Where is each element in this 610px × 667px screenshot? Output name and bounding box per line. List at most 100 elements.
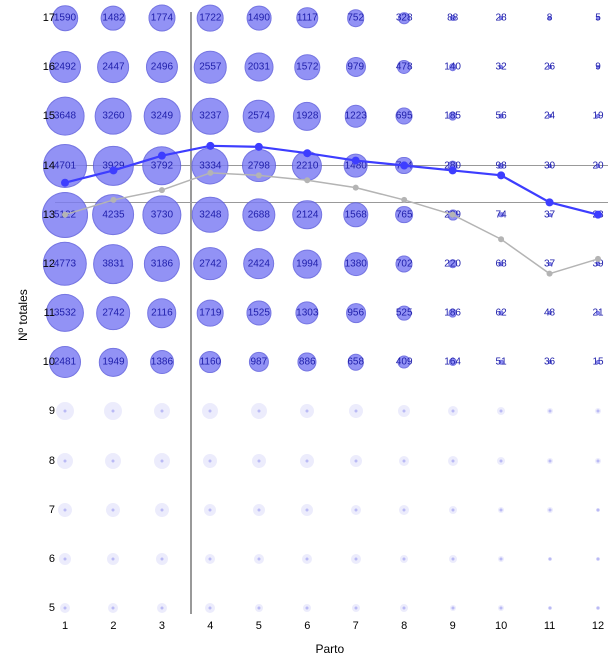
bubble: [395, 206, 413, 224]
x-tick: 11: [544, 620, 555, 632]
bubble-faint-center: [112, 607, 115, 610]
bubble: [499, 360, 504, 365]
bubble-faint-center: [112, 459, 115, 462]
bubble: [398, 12, 410, 24]
bubble-faint-center: [451, 508, 454, 511]
bubble-faint-center: [354, 508, 357, 511]
bubble-faint-center: [500, 607, 503, 610]
bubble: [397, 306, 412, 321]
bubble: [548, 16, 552, 20]
bubble-faint-center: [209, 557, 212, 560]
y-tick: 12: [31, 258, 55, 270]
bubble-faint-center: [548, 459, 551, 462]
bubble: [192, 147, 229, 184]
y-tick: 6: [31, 553, 55, 565]
x-tick: 2: [110, 620, 116, 632]
bubble-faint-center: [64, 410, 67, 413]
bubble: [244, 53, 273, 82]
y-tick: 8: [31, 455, 55, 467]
bubble: [343, 153, 368, 178]
bubble: [548, 114, 552, 118]
bubble: [450, 15, 456, 21]
bubble: [148, 4, 175, 31]
y-tick: 9: [31, 405, 55, 417]
bubble: [596, 262, 600, 266]
bubble-faint-center: [257, 508, 260, 511]
bubble: [548, 360, 552, 364]
bubble: [596, 213, 600, 217]
line-secondary-marker: [547, 271, 553, 277]
bubble: [293, 102, 321, 130]
bubble-faint-center: [257, 557, 260, 560]
bubble: [396, 255, 413, 272]
bubble: [596, 360, 600, 364]
y-tick: 11: [31, 307, 55, 319]
bubble: [499, 16, 503, 20]
y-tick: 10: [31, 356, 55, 368]
bubble-faint-center: [306, 410, 309, 413]
y-tick: 16: [31, 61, 55, 73]
y-tick: 5: [31, 602, 55, 614]
bubble-faint-center: [500, 410, 503, 413]
line-primary-marker: [497, 171, 505, 179]
bubble: [249, 352, 269, 372]
bubble: [197, 5, 224, 32]
bubble-faint-center: [597, 557, 600, 560]
bubble-chart: 1590148217741722149011177523288828852492…: [0, 0, 610, 667]
bubble: [596, 16, 600, 20]
line-secondary-marker: [159, 187, 165, 193]
bubble: [197, 300, 224, 327]
bubble: [548, 213, 552, 217]
bubble: [101, 6, 126, 31]
bubble: [194, 51, 227, 84]
bubble: [295, 54, 320, 79]
bubble: [246, 6, 271, 31]
bubble-faint-center: [112, 508, 115, 511]
bubble-faint-center: [354, 607, 357, 610]
bubble: [398, 356, 411, 369]
bubble: [344, 105, 366, 127]
bubble-faint-center: [306, 459, 309, 462]
bubble: [395, 157, 413, 175]
bubble-faint-center: [209, 508, 212, 511]
bubble-faint-center: [64, 459, 67, 462]
bubble-faint-center: [209, 410, 212, 413]
bubble-faint-center: [160, 607, 163, 610]
bubble: [396, 108, 413, 125]
bubble: [146, 51, 178, 83]
y-tick: 17: [31, 12, 55, 24]
bubble: [448, 112, 457, 121]
bubble-faint-center: [257, 410, 260, 413]
bubble: [150, 350, 174, 374]
bubble-faint-center: [160, 410, 163, 413]
bubble-faint-center: [548, 410, 551, 413]
bubble: [397, 60, 411, 74]
bubble: [192, 196, 229, 233]
bubble: [346, 303, 366, 323]
bubble-faint-center: [597, 607, 600, 610]
bubble: [297, 7, 318, 28]
x-axis-title: Parto: [316, 642, 345, 656]
bubble: [547, 311, 551, 315]
x-tick: 6: [304, 620, 310, 632]
bubble-faint-center: [597, 410, 600, 413]
bubble: [498, 261, 503, 266]
ref-line-vertical: [190, 12, 192, 614]
bubble-faint-center: [451, 459, 454, 462]
bubble-faint-center: [548, 607, 551, 610]
bubble-faint-center: [257, 607, 260, 610]
bubble: [94, 244, 134, 284]
bubble-faint-center: [403, 459, 406, 462]
bubble-faint-center: [306, 607, 309, 610]
bubble: [346, 57, 366, 77]
bubble: [344, 252, 368, 276]
y-axis-title: Nº totales: [16, 289, 30, 341]
bubble-faint-center: [306, 508, 309, 511]
bubble-faint-center: [160, 459, 163, 462]
bubble: [246, 300, 271, 325]
bubble-faint-center: [354, 410, 357, 413]
bubble-faint-center: [500, 459, 503, 462]
bubble: [243, 248, 275, 280]
y-tick: 13: [31, 209, 55, 221]
bubble: [192, 98, 229, 135]
